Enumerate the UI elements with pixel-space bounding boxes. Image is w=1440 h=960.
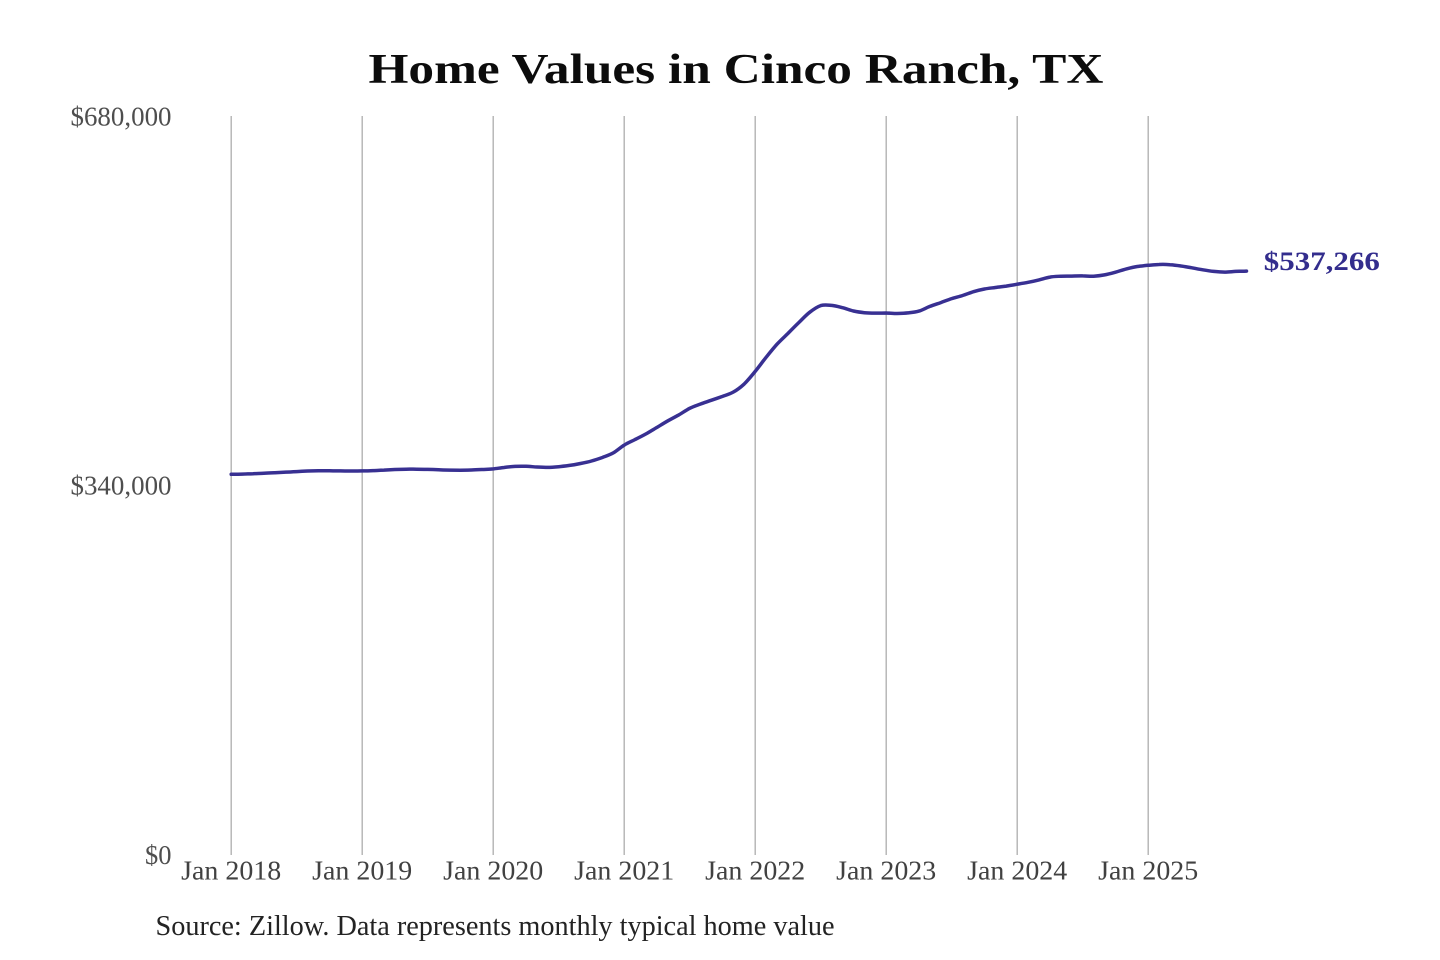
svg-text:$537,266: $537,266	[1264, 247, 1380, 276]
svg-text:Home Values in Cinco Ranch, TX: Home Values in Cinco Ranch, TX	[369, 47, 1104, 93]
svg-text:Jan 2025: Jan 2025	[1098, 856, 1198, 886]
svg-text:Jan 2023: Jan 2023	[836, 856, 936, 886]
svg-text:Source: Zillow. Data represent: Source: Zillow. Data represents monthly …	[156, 911, 835, 942]
svg-text:$0: $0	[145, 840, 172, 870]
svg-text:Jan 2024: Jan 2024	[967, 856, 1068, 886]
svg-text:Jan 2018: Jan 2018	[181, 856, 281, 886]
svg-text:$680,000: $680,000	[71, 102, 172, 132]
svg-text:Jan 2020: Jan 2020	[443, 856, 543, 886]
svg-text:Jan 2022: Jan 2022	[705, 856, 805, 886]
svg-text:Jan 2021: Jan 2021	[574, 856, 674, 886]
svg-text:Jan 2019: Jan 2019	[312, 856, 412, 886]
svg-text:$340,000: $340,000	[71, 471, 172, 501]
